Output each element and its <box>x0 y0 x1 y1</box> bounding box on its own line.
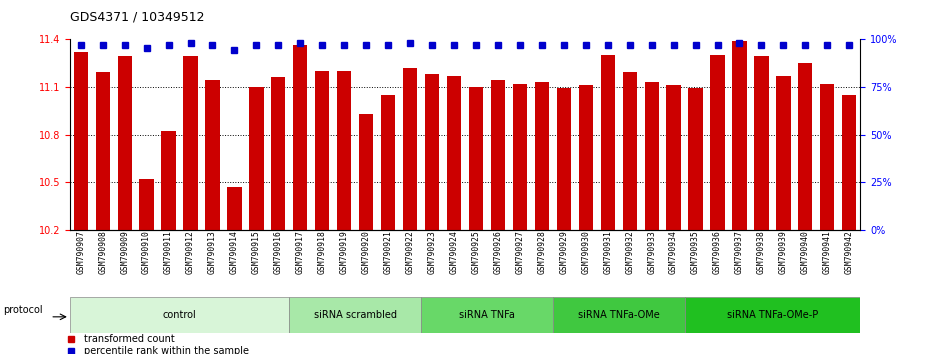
Bar <box>289 297 421 333</box>
Bar <box>183 57 198 230</box>
Text: GSM790918: GSM790918 <box>318 230 326 274</box>
Bar <box>535 82 549 230</box>
Text: GSM790928: GSM790928 <box>538 230 546 274</box>
Bar <box>578 85 593 230</box>
Bar <box>70 297 289 333</box>
Text: GSM790931: GSM790931 <box>604 230 612 274</box>
Text: GSM790927: GSM790927 <box>515 230 525 274</box>
Text: GSM790925: GSM790925 <box>472 230 481 274</box>
Text: GSM790924: GSM790924 <box>449 230 458 274</box>
Text: GSM790938: GSM790938 <box>757 230 766 274</box>
Bar <box>512 84 527 230</box>
Text: GSM790942: GSM790942 <box>844 230 854 274</box>
Bar <box>162 131 176 230</box>
Text: GSM790933: GSM790933 <box>647 230 657 274</box>
Text: GSM790912: GSM790912 <box>186 230 195 274</box>
Text: siRNA TNFa-OMe: siRNA TNFa-OMe <box>578 310 659 320</box>
Bar <box>117 57 132 230</box>
Text: GSM790926: GSM790926 <box>494 230 502 274</box>
Text: siRNA scrambled: siRNA scrambled <box>313 310 397 320</box>
Text: GSM790908: GSM790908 <box>99 230 107 274</box>
Text: GSM790932: GSM790932 <box>625 230 634 274</box>
Text: GSM790940: GSM790940 <box>801 230 810 274</box>
Bar <box>403 68 418 230</box>
Bar <box>754 57 768 230</box>
Text: GSM790922: GSM790922 <box>405 230 415 274</box>
Bar <box>777 75 790 230</box>
Bar <box>293 45 308 230</box>
Bar <box>684 297 860 333</box>
Text: transformed count: transformed count <box>84 335 175 344</box>
Text: GSM790941: GSM790941 <box>823 230 831 274</box>
Text: GDS4371 / 10349512: GDS4371 / 10349512 <box>70 11 205 24</box>
Bar <box>73 52 87 230</box>
Text: GSM790923: GSM790923 <box>428 230 436 274</box>
Bar <box>688 88 703 230</box>
Text: GSM790935: GSM790935 <box>691 230 700 274</box>
Bar <box>249 87 263 230</box>
Bar <box>711 55 724 230</box>
Text: siRNA TNFa: siRNA TNFa <box>459 310 515 320</box>
Text: percentile rank within the sample: percentile rank within the sample <box>84 346 249 354</box>
Text: GSM790916: GSM790916 <box>273 230 283 274</box>
Text: GSM790930: GSM790930 <box>581 230 591 274</box>
Text: GSM790936: GSM790936 <box>713 230 722 274</box>
Bar <box>491 80 505 230</box>
Bar <box>732 40 747 230</box>
Text: GSM790921: GSM790921 <box>384 230 392 274</box>
Text: GSM790929: GSM790929 <box>559 230 568 274</box>
Bar <box>798 63 813 230</box>
Bar <box>644 82 658 230</box>
Bar <box>96 73 110 230</box>
Bar <box>552 297 684 333</box>
Bar <box>601 55 615 230</box>
Bar <box>421 297 552 333</box>
Bar <box>227 187 242 230</box>
Bar <box>206 80 219 230</box>
Bar <box>140 179 153 230</box>
Bar <box>843 95 857 230</box>
Bar <box>315 71 329 230</box>
Text: GSM790913: GSM790913 <box>208 230 217 274</box>
Text: GSM790934: GSM790934 <box>669 230 678 274</box>
Bar <box>557 88 571 230</box>
Bar <box>447 75 461 230</box>
Text: GSM790907: GSM790907 <box>76 230 86 274</box>
Bar <box>359 114 373 230</box>
Text: siRNA TNFa-OMe-P: siRNA TNFa-OMe-P <box>726 310 818 320</box>
Text: GSM790909: GSM790909 <box>120 230 129 274</box>
Bar <box>381 95 395 230</box>
Bar <box>622 73 637 230</box>
Bar <box>469 87 483 230</box>
Bar <box>272 77 286 230</box>
Text: GSM790915: GSM790915 <box>252 230 261 274</box>
Text: protocol: protocol <box>4 305 43 315</box>
Text: GSM790917: GSM790917 <box>296 230 305 274</box>
Bar <box>425 74 439 230</box>
Bar <box>667 85 681 230</box>
Text: GSM790910: GSM790910 <box>142 230 151 274</box>
Text: GSM790911: GSM790911 <box>164 230 173 274</box>
Bar <box>820 84 834 230</box>
Text: GSM790919: GSM790919 <box>339 230 349 274</box>
Text: GSM790939: GSM790939 <box>779 230 788 274</box>
Text: GSM790914: GSM790914 <box>230 230 239 274</box>
Text: control: control <box>163 310 196 320</box>
Text: GSM790920: GSM790920 <box>362 230 371 274</box>
Text: GSM790937: GSM790937 <box>735 230 744 274</box>
Bar <box>337 71 352 230</box>
